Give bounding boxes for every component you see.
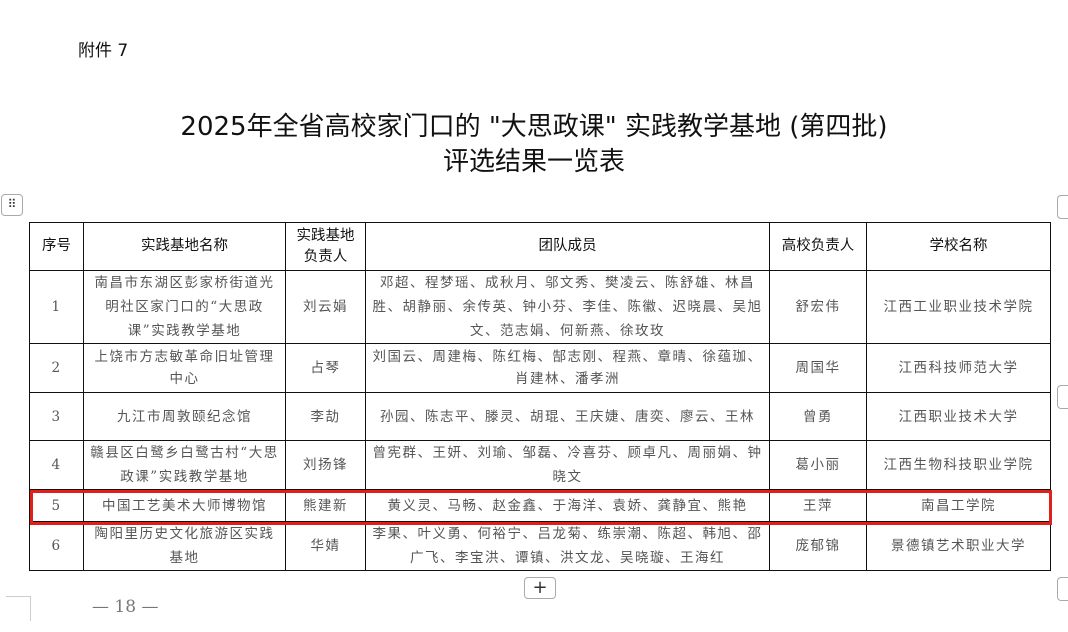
cell-no: 1 bbox=[29, 270, 84, 344]
cell-base-name: 上饶市方志敏革命旧址管理中心 bbox=[83, 343, 286, 393]
side-tool-button[interactable] bbox=[1057, 385, 1068, 409]
table-row: 6 陶阳里历史文化旅游区实践基地 华婧 李果、叶义勇、何裕宁、吕龙菊、练崇潮、陈超、韩… bbox=[29, 521, 1051, 571]
attachment-label: 附件 7 bbox=[78, 41, 129, 61]
header-members: 团队成员 bbox=[365, 222, 770, 271]
cell-base-leader: 李劼 bbox=[285, 392, 366, 441]
cell-base-leader: 占琴 bbox=[285, 343, 366, 393]
cell-school: 江西工业职业技术学院 bbox=[866, 270, 1051, 344]
cell-no: 4 bbox=[29, 440, 84, 490]
cell-base-leader: 刘扬锋 bbox=[285, 440, 366, 490]
cell-school-leader: 周国华 bbox=[769, 343, 867, 393]
cell-school-leader: 曾勇 bbox=[769, 392, 867, 441]
cell-no: 2 bbox=[29, 343, 84, 393]
table-row: 2 上饶市方志敏革命旧址管理中心 占琴 刘国云、周建梅、陈红梅、郜志刚、程燕、章晴、徐… bbox=[29, 343, 1051, 393]
header-base-leader: 实践基地负责人 bbox=[285, 222, 366, 271]
cell-base-leader: 熊建新 bbox=[285, 489, 366, 522]
cell-school: 江西科技师范大学 bbox=[866, 343, 1051, 393]
cell-members: 孙园、陈志平、滕灵、胡琨、王庆婕、唐奕、廖云、王林 bbox=[365, 392, 770, 441]
table-row: 3 九江市周敦颐纪念馆 李劼 孙园、陈志平、滕灵、胡琨、王庆婕、唐奕、廖云、王林 曾勇江… bbox=[29, 392, 1051, 441]
cell-members: 刘国云、周建梅、陈红梅、郜志刚、程燕、章晴、徐蕴珈、肖建林、潘孝洲 bbox=[365, 343, 770, 393]
table-header-row: 序号 实践基地名称 实践基地负责人 团队成员 高校负责人 学校名称 bbox=[29, 222, 1051, 271]
cell-school-leader: 王萍 bbox=[769, 489, 867, 522]
cell-school: 景德镇艺术职业大学 bbox=[866, 521, 1051, 571]
cell-school-leader: 葛小丽 bbox=[769, 440, 867, 490]
cell-base-leader: 华婧 bbox=[285, 521, 366, 571]
cell-school: 江西职业技术大学 bbox=[866, 392, 1051, 441]
cell-school-leader: 舒宏伟 bbox=[769, 270, 867, 344]
cell-school-leader: 庞郁锦 bbox=[769, 521, 867, 571]
table-row: 4 赣县区白鹭乡白鹭古村“大思政课”实践教学基地 刘扬锋 曾宪群、王妍、刘瑜、邹磊、冷… bbox=[29, 440, 1051, 490]
add-row-button[interactable]: + bbox=[524, 577, 556, 599]
header-school: 学校名称 bbox=[866, 222, 1051, 271]
side-tool-button[interactable] bbox=[1057, 577, 1068, 601]
cell-members: 黄义灵、马畅、赵金鑫、于海洋、袁娇、龚静宜、熊艳 bbox=[365, 489, 770, 522]
cell-no: 6 bbox=[29, 521, 84, 571]
header-school-leader: 高校负责人 bbox=[769, 222, 867, 271]
cell-base-leader: 刘云娟 bbox=[285, 270, 366, 344]
cell-school: 江西生物科技职业学院 bbox=[866, 440, 1051, 490]
page-number: — 18 — bbox=[92, 597, 159, 617]
cell-base-name: 赣县区白鹭乡白鹭古村“大思政课”实践教学基地 bbox=[83, 440, 286, 490]
cell-no: 5 bbox=[29, 489, 84, 522]
cell-base-name: 中国工艺美术大师博物馆 bbox=[83, 489, 286, 522]
table-row: 5 中国工艺美术大师博物馆 熊建新 黄义灵、马畅、赵金鑫、于海洋、袁娇、龚静宜、熊艳王… bbox=[29, 489, 1051, 522]
page-corner-mark bbox=[6, 596, 31, 621]
cell-members: 邓超、程梦瑶、成秋月、邬文秀、樊凌云、陈舒雄、林昌胜、胡静丽、余传英、钟小芬、李… bbox=[365, 270, 770, 344]
cell-base-name: 陶阳里历史文化旅游区实践基地 bbox=[83, 521, 286, 571]
document-title: 2025年全省高校家门口的 "大思政课" 实践教学基地 (第四批) bbox=[180, 112, 888, 142]
side-tool-button[interactable] bbox=[1057, 195, 1068, 219]
results-table: 序号 实践基地名称 实践基地负责人 团队成员 高校负责人 学校名称 1 南昌市东湖… bbox=[29, 222, 1051, 571]
table-drag-handle-icon[interactable]: ⠿ bbox=[1, 194, 23, 216]
header-base-name: 实践基地名称 bbox=[83, 222, 286, 271]
header-no: 序号 bbox=[29, 222, 84, 271]
cell-members: 曾宪群、王妍、刘瑜、邹磊、冷喜芬、顾卓凡、周丽娟、钟晓文 bbox=[365, 440, 770, 490]
cell-members: 李果、叶义勇、何裕宁、吕龙菊、练崇潮、陈超、韩旭、邵广飞、李宝洪、谭镇、洪文龙、… bbox=[365, 521, 770, 571]
cell-base-name: 南昌市东湖区彭家桥街道光明社区家门口的“大思政课”实践教学基地 bbox=[83, 270, 286, 344]
cell-base-name: 九江市周敦颐纪念馆 bbox=[83, 392, 286, 441]
table-row: 1 南昌市东湖区彭家桥街道光明社区家门口的“大思政课”实践教学基地 刘云娟 邓超、程梦… bbox=[29, 270, 1051, 344]
cell-school: 南昌工学院 bbox=[866, 489, 1051, 522]
document-subtitle: 评选结果一览表 bbox=[442, 147, 625, 177]
cell-no: 3 bbox=[29, 392, 84, 441]
